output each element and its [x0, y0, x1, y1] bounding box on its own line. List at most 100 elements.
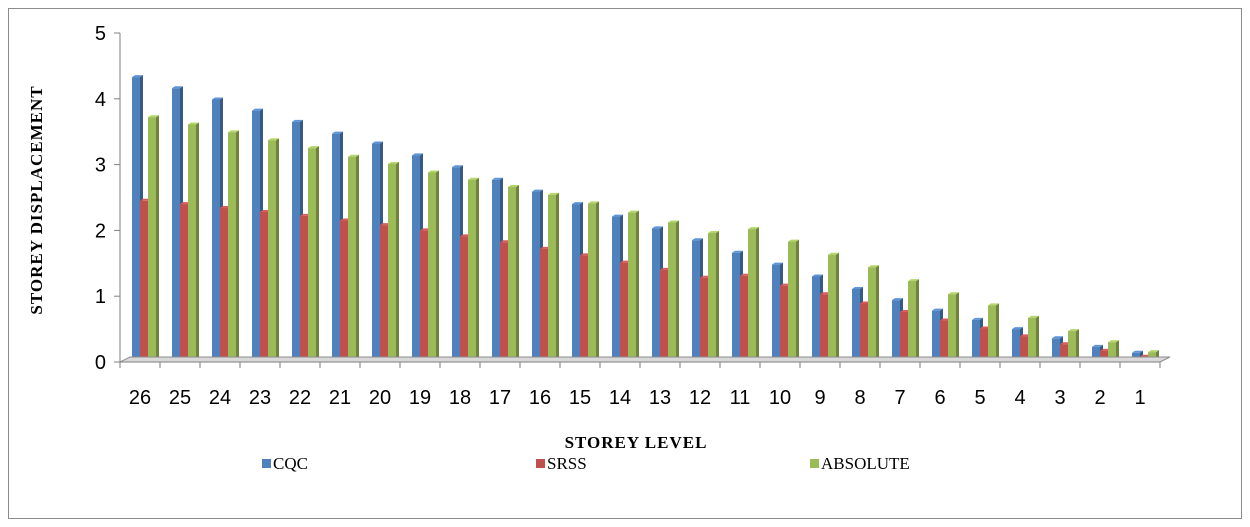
bar-top [732, 250, 743, 253]
bar-absolute-25 [188, 122, 199, 362]
bar-absolute-3 [1068, 329, 1079, 362]
bar-front [228, 132, 236, 362]
bar-front [820, 294, 828, 362]
bar-front [1020, 336, 1028, 362]
bar-top [852, 286, 863, 289]
bar-side [276, 138, 279, 362]
bar-front [172, 88, 180, 362]
bar-side [756, 227, 759, 362]
bar-side [996, 303, 999, 362]
x-tick-label: 13 [649, 387, 671, 409]
bar-front [868, 267, 876, 362]
y-tick-label: 0 [95, 352, 106, 374]
legend-item-srss: SRSS [536, 454, 587, 473]
x-tick-label: 10 [769, 387, 791, 409]
bar-front [492, 179, 500, 362]
bar-front [588, 203, 596, 362]
x-tick-label: 11 [730, 387, 751, 409]
bar-top [1148, 350, 1159, 353]
bar-absolute-19 [428, 170, 439, 362]
bar-front [620, 262, 628, 362]
bar-absolute-12 [708, 231, 719, 362]
bar-front [220, 208, 228, 362]
legend-item-absolute: ABSOLUTE [810, 454, 910, 473]
bar-side [316, 146, 319, 362]
legend-swatch [262, 459, 271, 468]
bar-top [1068, 329, 1079, 332]
bar-side [956, 292, 959, 362]
bar-side [236, 130, 239, 362]
x-tick-label: 18 [449, 387, 471, 409]
bar-absolute-5 [988, 303, 999, 362]
bar-front [340, 220, 348, 362]
bar-top [428, 170, 439, 173]
y-tick-label: 4 [95, 89, 106, 111]
bar-absolute-13 [668, 220, 679, 362]
legend-item-cqc: CQC [262, 454, 308, 473]
bar-top [1012, 327, 1023, 330]
bar-top [372, 141, 383, 144]
bar-top [612, 214, 623, 217]
bar-front [300, 215, 308, 362]
bar-front [780, 285, 788, 362]
bar-top [268, 138, 279, 141]
bar-top [748, 227, 759, 230]
x-tick-label: 25 [169, 387, 191, 409]
bar-top [892, 298, 903, 301]
x-tick-label: 14 [609, 387, 631, 409]
bar-absolute-18 [468, 177, 479, 362]
bar-side [1036, 315, 1039, 362]
bar-front [1108, 342, 1116, 362]
x-tick-label: 12 [689, 387, 711, 409]
bar-absolute-17 [508, 184, 519, 362]
bar-side [796, 239, 799, 362]
bar-top [708, 231, 719, 234]
bar-top [228, 130, 239, 133]
bar-absolute-24 [228, 130, 239, 362]
bar-top [348, 154, 359, 157]
bar-front [428, 172, 436, 362]
x-tick-label: 26 [129, 387, 151, 409]
x-tick-label: 20 [369, 387, 391, 409]
bar-front [948, 294, 956, 362]
bar-side [876, 265, 879, 362]
bar-front [580, 255, 588, 362]
bar-top [148, 115, 159, 118]
bar-side [356, 154, 359, 362]
bar-top [132, 75, 143, 78]
bar-front [740, 275, 748, 362]
bar-side [836, 252, 839, 362]
y-axis-title: STOREY DISPLACEMENT [27, 85, 46, 314]
bar-top [988, 303, 999, 306]
bar-absolute-6 [948, 292, 959, 362]
bar-front [652, 228, 660, 362]
bar-top [1132, 350, 1143, 353]
bar-front [412, 155, 420, 362]
bar-front [852, 288, 860, 362]
bar-front [700, 277, 708, 362]
bar-top [332, 131, 343, 134]
legend-swatch [810, 459, 819, 468]
x-tick-label: 7 [894, 387, 905, 409]
bar-front [1060, 344, 1068, 362]
bar-top [172, 86, 183, 89]
bar-top [668, 220, 679, 223]
bar-front [628, 212, 636, 362]
x-tick-label: 15 [569, 387, 591, 409]
legend: CQC SRSS ABSOLUTE [262, 454, 910, 473]
bar-top [1052, 336, 1063, 339]
bar-side [716, 231, 719, 362]
bar-front [612, 216, 620, 362]
bar-top [388, 161, 399, 164]
bar-side [476, 177, 479, 362]
bar-front [508, 186, 516, 362]
bar-absolute-4 [1028, 315, 1039, 362]
chart-floor [119, 356, 1171, 363]
bar-top [252, 108, 263, 111]
bar-absolute-8 [868, 265, 879, 362]
bar-absolute-20 [388, 161, 399, 362]
bar-side [516, 184, 519, 362]
bar-front [748, 229, 756, 362]
